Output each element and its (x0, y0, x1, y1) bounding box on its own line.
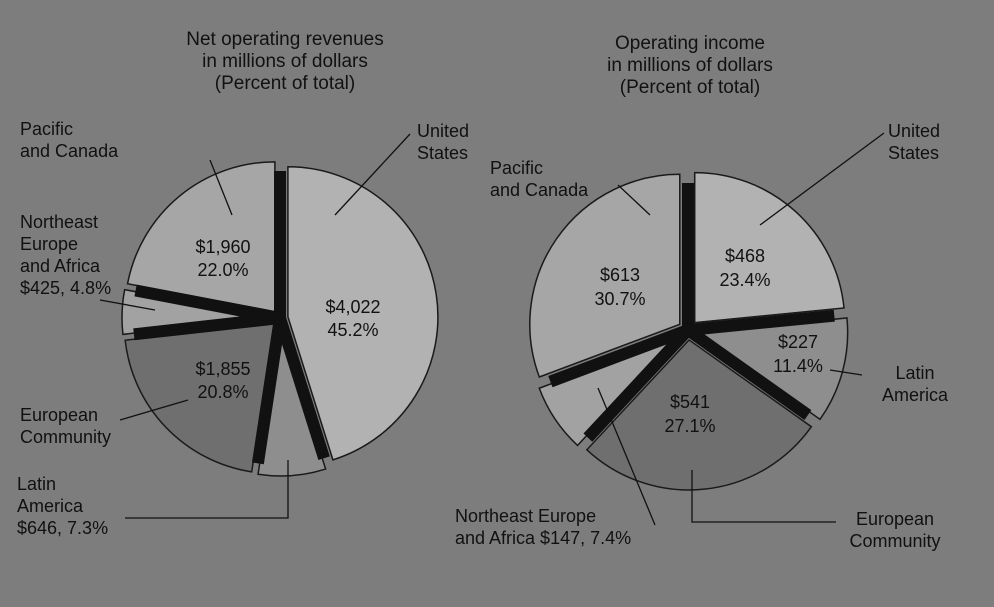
inner-revenues-pacific-value: $1,960 (195, 237, 251, 257)
inner-income-ec-percent: 27.1% (664, 416, 716, 436)
pie-revenues-divider-2 (251, 317, 286, 465)
leader-line-9 (691, 470, 836, 523)
pie-income-slice-4 (529, 173, 681, 378)
pie-revenues-divider-3 (133, 312, 281, 341)
label-income-united-states: United States (888, 121, 941, 163)
pie-income-slice-2 (585, 338, 813, 491)
pie-income-slice-1 (695, 317, 849, 421)
label-income-pacific-canada: Pacific and Canada (490, 158, 589, 200)
inner-revenues-ec-value: $1,855 (195, 359, 251, 379)
label-revenues-united-states: United States (417, 121, 470, 163)
pie-income-slice-0 (693, 171, 845, 324)
pie-income-divider-1 (687, 309, 835, 336)
chart-title-revenues: Net operating revenues in millions of do… (186, 29, 384, 94)
label-revenues-european-community: European Community (20, 405, 112, 447)
inner-revenues-us-value: $4,022 (325, 297, 381, 317)
pie-revenues-slice-2 (124, 322, 276, 473)
pie-revenues-slice-0 (287, 166, 439, 461)
inner-revenues-pacific-percent: 22.0% (197, 260, 249, 280)
inner-income-us-percent: 23.4% (719, 270, 771, 290)
leader-line-1 (334, 133, 411, 216)
inner-income-us-value: $468 (724, 246, 766, 266)
pie-income-divider-2 (684, 325, 812, 420)
leader-line-6 (759, 132, 885, 226)
label-income-northeast-europe-africa: Northeast Europe and Africa $147, 7.4% (455, 506, 632, 548)
pie-income-divider-3 (583, 325, 693, 442)
inner-revenues-ec-percent: 20.8% (197, 382, 249, 402)
leader-line-8 (597, 387, 656, 526)
leader-line-5 (617, 184, 651, 216)
pie-income-slice-3 (538, 334, 681, 447)
leader-line-2 (99, 299, 156, 311)
label-income-european-community: European Community (849, 509, 941, 551)
label-income-latin-america: Latin America (881, 363, 948, 405)
pie-revenues-divider-4 (134, 284, 282, 324)
label-revenues-northeast-europe-africa: Northeast Europe and Africa $425, 4.8% (20, 212, 112, 298)
leader-line-4 (125, 460, 289, 519)
inner-revenues-us-percent: 45.2% (327, 320, 379, 340)
label-revenues-pacific-canada: Pacific and Canada (20, 119, 119, 161)
leader-line-3 (119, 399, 189, 421)
inner-income-latin-percent: 11.4% (773, 356, 823, 376)
leader-line-0 (209, 159, 233, 216)
label-revenues-latin-america: Latin America $646, 7.3% (17, 474, 109, 538)
chart-title-operating-income: Operating income in millions of dollars … (607, 33, 773, 98)
pie-income-divider-4 (548, 324, 691, 388)
inner-income-pacific-percent: 30.7% (594, 289, 646, 309)
leader-line-7 (829, 369, 863, 376)
pie-revenues-slice-4 (126, 161, 276, 313)
pie-revenues-divider-1 (274, 316, 330, 461)
inner-income-ec-value: $541 (669, 392, 711, 412)
inner-income-latin-value: $227 (777, 332, 819, 352)
inner-income-pacific-value: $613 (599, 265, 641, 285)
